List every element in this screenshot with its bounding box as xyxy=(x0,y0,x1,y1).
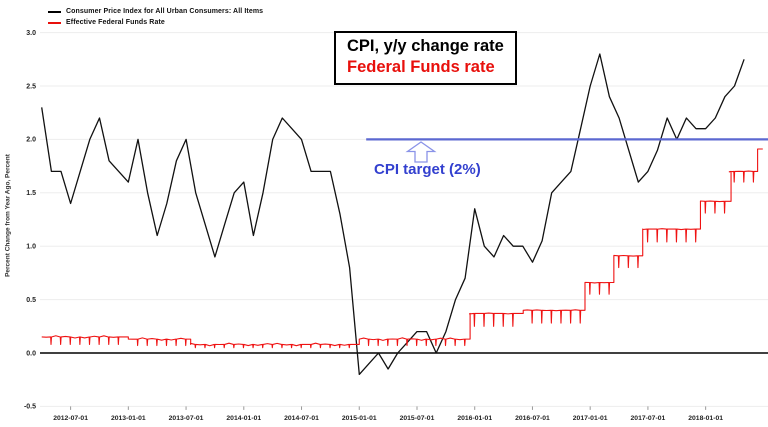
up-arrow-icon xyxy=(405,141,437,163)
y-axis-title: Percent Change from Year Ago, Percent xyxy=(4,154,12,277)
annotation-cpi-title: CPI, y/y change rate xyxy=(347,37,504,55)
cpi-legend-swatch-icon xyxy=(48,10,61,13)
y-tick-label: 3.0 xyxy=(26,30,36,37)
y-tick-label: 2.0 xyxy=(26,137,36,144)
x-tick-label: 2013-01-01 xyxy=(111,415,146,422)
cpi-legend-label: Consumer Price Index for All Urban Consu… xyxy=(66,8,264,15)
annotation-box: CPI, y/y change rate Federal Funds rate xyxy=(334,31,517,85)
y-tick-label: 0.5 xyxy=(26,297,36,304)
legend-item-fed-funds: Effective Federal Funds Rate xyxy=(48,17,263,28)
y-tick-label: 1.5 xyxy=(26,190,36,197)
annotation-fed-funds-title: Federal Funds rate xyxy=(347,58,495,76)
y-tick-label: -0.5 xyxy=(24,404,36,411)
x-tick-label: 2014-07-01 xyxy=(284,415,319,422)
x-tick-label: 2017-01-01 xyxy=(573,415,608,422)
cpi-line xyxy=(41,53,745,376)
fed-funds-line xyxy=(41,148,763,349)
fed-funds-legend-swatch-icon xyxy=(48,21,61,24)
fed-funds-legend-label: Effective Federal Funds Rate xyxy=(66,19,165,26)
cpi-target-label: CPI target (2%) xyxy=(374,161,481,178)
x-tick-label: 2016-07-01 xyxy=(515,415,550,422)
x-tick-label: 2012-07-01 xyxy=(53,415,88,422)
x-tick-label: 2014-01-01 xyxy=(226,415,261,422)
x-tick-label: 2016-01-01 xyxy=(457,415,492,422)
legend: Consumer Price Index for All Urban Consu… xyxy=(48,6,263,28)
x-tick-label: 2013-07-01 xyxy=(169,415,204,422)
x-tick-label: 2018-01-01 xyxy=(688,415,723,422)
x-tick-label: 2015-07-01 xyxy=(400,415,435,422)
x-tick-label: 2015-01-01 xyxy=(342,415,377,422)
y-tick-label: 2.5 xyxy=(26,83,36,90)
y-tick-label: 0.0 xyxy=(26,350,36,357)
x-tick-label: 2017-07-01 xyxy=(631,415,666,422)
y-tick-label: 1.0 xyxy=(26,244,36,251)
legend-item-cpi: Consumer Price Index for All Urban Consu… xyxy=(48,6,263,17)
